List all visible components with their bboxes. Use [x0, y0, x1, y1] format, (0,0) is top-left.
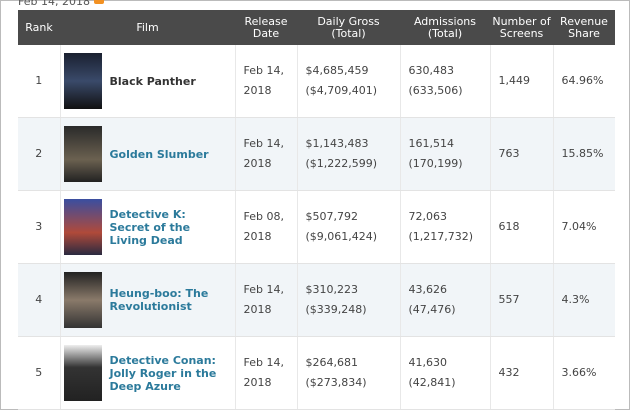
gross-total: ($1,222,599)	[305, 157, 378, 170]
rank: 5	[18, 336, 61, 410]
revenue-share: 3.66%	[553, 336, 615, 410]
admissions-total: (170,199)	[408, 157, 463, 170]
gross: $310,223	[305, 283, 359, 296]
column-header: Daily Gross (Total)	[297, 10, 400, 45]
film-title[interactable]: Detective Conan: Jolly Roger in the Deep…	[109, 353, 217, 393]
daily-gross: $4,685,459 ($4,709,401)	[297, 45, 401, 118]
film-title[interactable]: Golden Slumber	[109, 147, 209, 161]
revenue-share: 4.3%	[553, 263, 615, 337]
poster[interactable]	[63, 126, 102, 182]
column-header: Number of Screens	[490, 10, 553, 45]
rank: 4	[18, 263, 61, 337]
rss-icon[interactable]	[94, 0, 104, 4]
daily-gross: $310,223 ($339,248)	[297, 263, 401, 337]
film-cell: Detective K: Secret of the Living Dead	[60, 190, 236, 264]
revenue-share: 64.96%	[553, 45, 615, 118]
gross-total: ($4,709,401)	[305, 84, 378, 97]
rank: 2	[18, 117, 61, 191]
film-cell: Detective Conan: Jolly Roger in the Deep…	[60, 336, 236, 410]
date: Feb 14, 2018	[18, 0, 90, 8]
table-row: 5 Detective Conan: Jolly Roger in the Dee…	[18, 336, 615, 410]
admissions-daily: 630,483	[408, 64, 455, 77]
film-cell: Black Panther	[60, 45, 236, 118]
daily-gross: $1,143,483 ($1,222,599)	[297, 117, 401, 191]
gross-total: ($9,061,424)	[305, 230, 378, 243]
screens: 1,449	[490, 45, 554, 118]
rank: 3	[18, 190, 61, 264]
admissions-daily: 161,514	[408, 137, 455, 150]
poster[interactable]	[63, 345, 102, 401]
release-date: Feb 08, 2018	[235, 190, 298, 264]
gross: $1,143,483	[305, 137, 369, 150]
release-date: Feb 14, 2018	[235, 336, 298, 410]
rank: 1	[18, 45, 61, 118]
daily-gross: $264,681 ($273,834)	[297, 336, 401, 410]
film: Detective Conan: Jolly Roger in the Deep…	[61, 345, 235, 401]
screens: 763	[490, 117, 554, 191]
admissions: 72,063 (1,217,732)	[400, 190, 491, 264]
gross-total: ($339,248)	[305, 303, 367, 316]
revenue-share: 15.85%	[553, 117, 615, 191]
poster[interactable]	[63, 272, 102, 328]
gross: $4,685,459	[305, 64, 369, 77]
column-header: Admissions (Total)	[400, 10, 490, 45]
table-row: 2 Golden Slumber Feb 14, 2018 $1,143,483 ($1…	[18, 117, 615, 191]
film: Black Panther	[61, 53, 235, 109]
poster[interactable]	[63, 199, 102, 255]
gross: $507,792	[305, 210, 359, 223]
film: Heung-boo: The Revolutionist	[61, 272, 235, 328]
admissions: 41,630 (42,841)	[400, 336, 491, 410]
admissions: 43,626 (47,476)	[400, 263, 491, 337]
screens: 618	[490, 190, 554, 264]
table-row: 3 Detective K: Secret of the Living Dead F…	[18, 190, 615, 264]
release-date: Feb 14, 2018	[235, 117, 298, 191]
daily-gross: $507,792 ($9,061,424)	[297, 190, 401, 264]
column-header: Release Date	[235, 10, 297, 45]
table-row: 1 Black Panther Feb 14, 2018 $4,685,459 ($4,…	[18, 45, 615, 118]
admissions: 630,483 (633,506)	[400, 45, 491, 118]
table-body: 1 Black Panther Feb 14, 2018 $4,685,459 ($4,…	[18, 45, 615, 410]
admissions-daily: 41,630	[408, 356, 448, 369]
release-date: Feb 14, 2018	[235, 263, 298, 337]
film-title[interactable]: Detective K: Secret of the Living Dead	[109, 207, 191, 247]
admissions-daily: 43,626	[408, 283, 448, 296]
release-date: Feb 14, 2018	[235, 45, 298, 118]
header-row: Rank Film Release Date Daily Gross (Total) A…	[18, 10, 615, 45]
film-title[interactable]: Black Panther	[109, 74, 196, 88]
admissions-total: (1,217,732)	[408, 230, 474, 243]
film-cell: Golden Slumber	[60, 117, 236, 191]
gross: $264,681	[305, 356, 359, 369]
admissions: 161,514 (170,199)	[400, 117, 491, 191]
screens: 432	[490, 336, 554, 410]
admissions-total: (633,506)	[408, 84, 463, 97]
column-header: Rank	[18, 10, 60, 45]
gross-total: ($273,834)	[305, 376, 367, 389]
film: Golden Slumber	[61, 126, 235, 182]
film-cell: Heung-boo: The Revolutionist	[60, 263, 236, 337]
column-header: Revenue Share	[553, 10, 615, 45]
table-row: 4 Heung-boo: The Revolutionist Feb 14, 201…	[18, 263, 615, 337]
screens: 557	[490, 263, 554, 337]
box-office-table: Rank Film Release Date Daily Gross (Total) A…	[18, 10, 615, 410]
column-header: Film	[60, 10, 235, 45]
admissions-daily: 72,063	[408, 210, 448, 223]
revenue-share: 7.04%	[553, 190, 615, 264]
poster[interactable]	[63, 53, 102, 109]
admissions-total: (47,476)	[408, 303, 456, 316]
film-title[interactable]: Heung-boo: The Revolutionist	[109, 287, 209, 313]
film: Detective K: Secret of the Living Dead	[61, 199, 235, 255]
admissions-total: (42,841)	[408, 376, 456, 389]
